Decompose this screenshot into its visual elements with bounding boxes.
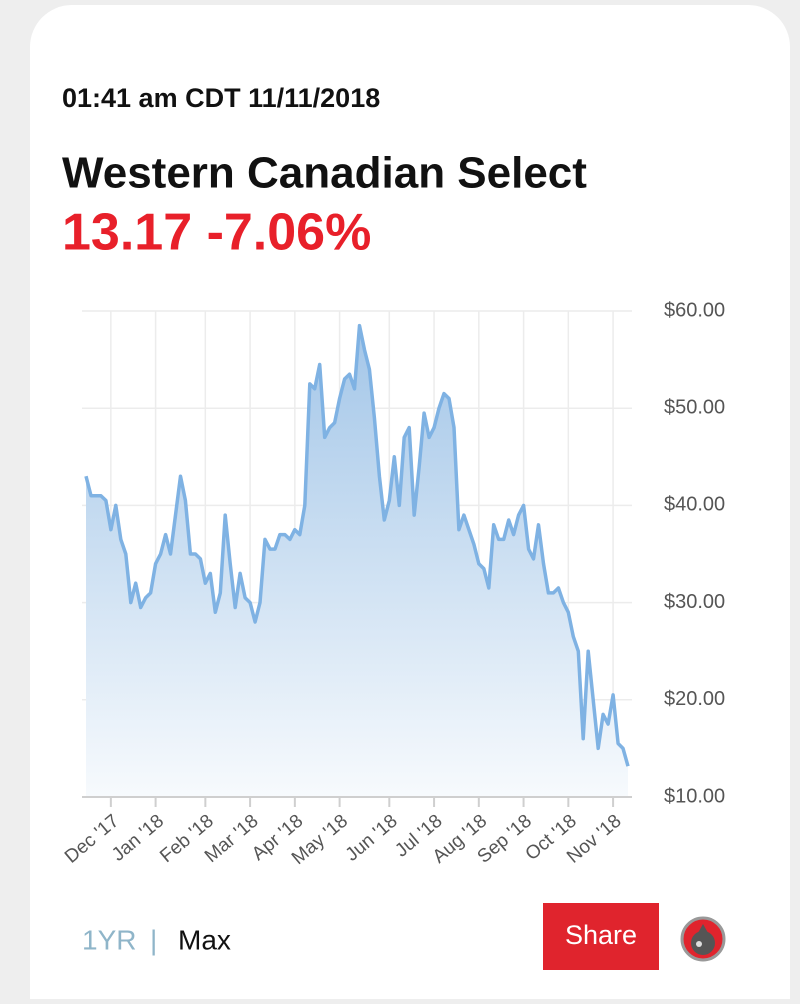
share-label[interactable]: Share <box>565 920 637 950</box>
y-tick-label: $30.00 <box>664 591 725 613</box>
area-fill <box>86 325 628 797</box>
app-icon[interactable] <box>680 916 726 962</box>
share-button[interactable] <box>543 903 659 970</box>
y-tick-label: $20.00 <box>664 688 725 710</box>
price-change: 13.17 -7.06% <box>62 204 371 262</box>
range-max[interactable]: Max <box>178 924 231 955</box>
y-tick-label: $40.00 <box>664 494 725 516</box>
y-tick-label: $50.00 <box>664 396 725 418</box>
y-tick-label: $60.00 <box>664 299 725 321</box>
range-1yr[interactable]: 1YR <box>82 924 136 955</box>
y-tick-label: $10.00 <box>664 785 725 807</box>
separator: | <box>150 924 157 955</box>
chart-title: Western Canadian Select <box>62 149 587 198</box>
price-line <box>84 323 630 767</box>
timestamp: 01:41 am CDT 11/11/2018 <box>62 83 380 113</box>
